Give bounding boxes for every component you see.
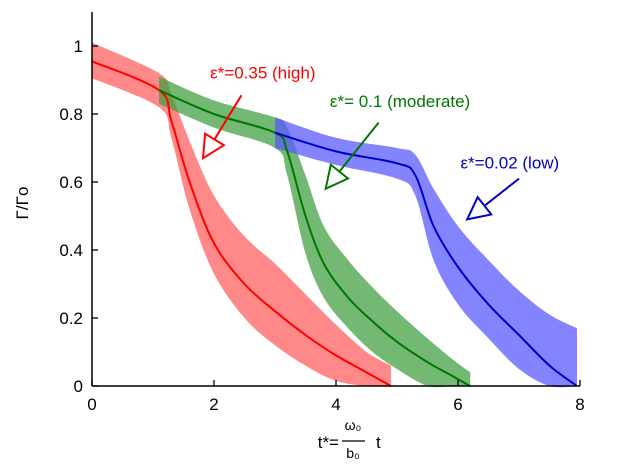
series-line-1 (158, 89, 471, 387)
y-tick-label-2: 0.4 (59, 241, 83, 260)
series-arrow-shaft-0 (213, 94, 243, 140)
series-arrow-head-0 (201, 131, 226, 161)
y-axis-label: Γ/Γo (13, 187, 32, 220)
series-arrow-head-1 (324, 162, 350, 191)
series-label-2: ε*=0.02 (low) (460, 153, 559, 172)
ticks: 0 2 4 6 8 0 0.2 0.4 0.6 0.8 1 (59, 37, 584, 414)
y-tick-label-0: 0 (74, 377, 83, 396)
x-axis-label: t*= ω₀ b₀ t (318, 417, 381, 461)
series-label-0: ε*=0.35 (high) (210, 63, 315, 82)
x-axis-label-prefix: t*= (318, 433, 339, 452)
y-tick-label-5: 1 (74, 37, 83, 56)
series-line-0 (91, 60, 392, 387)
x-tick-label-2: 4 (331, 395, 340, 414)
y-tick-label-4: 0.8 (59, 105, 83, 124)
series-band-1 (159, 76, 471, 388)
x-tick-label-3: 6 (453, 395, 462, 414)
x-axis-label-suffix: t (376, 433, 381, 452)
series-annotations: ε*=0.35 (high) ε*= 0.1 (moderate) ε*=0.02 … (201, 63, 559, 221)
series-line-2 (274, 131, 578, 387)
series-arrow-shaft-2 (483, 177, 520, 207)
y-tick-label-3: 0.6 (59, 173, 83, 192)
series-lines (91, 60, 578, 387)
series-arrow-head-2 (465, 195, 494, 221)
series-arrow-shaft-1 (338, 121, 380, 173)
confidence-bands (92, 42, 577, 388)
x-tick-label-1: 2 (209, 395, 218, 414)
y-tick-label-1: 0.2 (59, 309, 83, 328)
x-tick-label-4: 8 (575, 395, 584, 414)
x-tick-label-0: 0 (87, 395, 96, 414)
series-label-1: ε*= 0.1 (moderate) (330, 92, 470, 111)
x-axis-label-denominator: b₀ (346, 445, 360, 461)
series-band-0 (92, 42, 391, 387)
x-axis-label-numerator: ω₀ (345, 417, 362, 433)
series-band-2 (275, 117, 577, 388)
